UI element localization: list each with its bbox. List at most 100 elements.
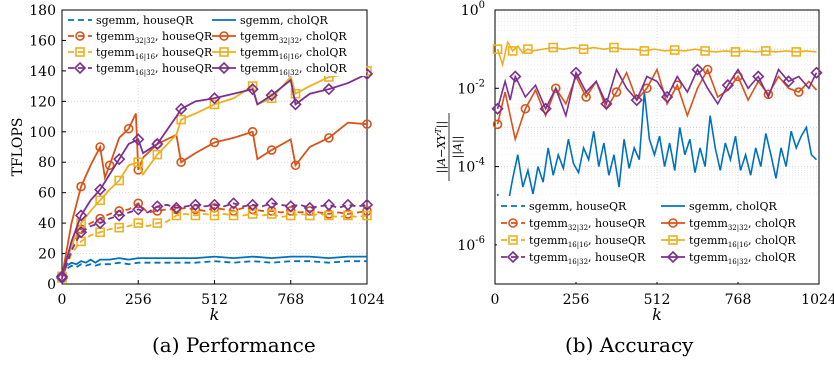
left-series-line [61,202,368,277]
left-data-point [360,198,374,211]
left-data-point [152,218,163,228]
left-x-tick-label: 256 [125,292,152,308]
left-y-tick-label: 160 [29,33,56,49]
left-plot-frame [61,9,368,285]
right-legend-label: tgemm16|16, cholQR [689,234,796,249]
left-y-tick-label: 40 [38,216,56,232]
left-legend-label: tgemm32|32, houseQR [96,30,213,45]
left-data-point [114,222,124,233]
right-data-point [550,83,561,94]
right-data-point [642,83,652,94]
left-data-point [322,83,336,96]
right-legend-marker [668,235,678,245]
right-series-5 [492,40,817,68]
left-data-point [290,88,301,99]
right-series-line [496,91,818,217]
left-data-point [113,153,126,166]
left-data-point [303,201,316,215]
left-legend-marker [219,47,229,57]
right-y-tick-label: 10-2 [457,78,485,97]
left-data-point [74,226,88,239]
caption-accuracy: (b) Accuracy [565,333,694,357]
right-x-tick-label: 768 [725,292,752,308]
right-data-point [539,102,552,115]
left-x-tick-label: 1024 [349,292,385,308]
left-y-tick-label: 180 [29,3,56,19]
left-data-point [289,98,302,111]
right-data-point [669,45,680,55]
right-data-point [600,97,613,110]
left-data-point [209,99,220,110]
left-legend-label: tgemm32|32, cholQR [240,30,347,45]
right-legend-marker [508,235,518,245]
left-series-line [61,213,368,279]
right-data-point [691,63,704,76]
left-legend-marker [219,31,229,41]
left-data-point [228,210,239,221]
left-y-tick-label: 60 [38,186,56,202]
left-y-tick-label: 140 [29,64,56,80]
right-legend-box [497,196,817,282]
left-data-point [95,142,105,152]
right-data-point [700,46,710,56]
left-data-point [209,137,220,148]
right-series-7 [491,63,823,119]
left-data-point [76,181,86,192]
left-series-0 [61,260,367,277]
right-data-point [810,66,823,79]
right-data-point [492,119,503,130]
left-x-axis-label: k [210,305,220,324]
right-data-point [761,46,771,56]
right-plot-frame [494,9,820,285]
left-data-point [133,198,144,209]
left-data-point [133,157,144,168]
left-data-point [123,123,134,134]
right-x-tick-label: 512 [644,292,671,308]
left-data-point [132,203,145,216]
right-legend-marker [508,218,518,228]
right-y-tick-label: 10-6 [457,235,485,254]
right-y-tick-label: 100 [461,0,485,19]
left-data-point [343,210,353,221]
right-data-point [492,44,503,54]
left-y-tick-label: 80 [38,155,56,171]
left-data-point [95,195,105,206]
right-y-label-denominator: ||A|| [451,136,465,159]
right-data-point [491,102,504,115]
right-data-point [752,70,765,83]
right-legend-label: tgemm32|32, houseQR [529,217,646,232]
right-data-point [611,87,622,97]
left-data-point [324,210,334,221]
left-data-point [152,149,163,160]
left-series-4 [57,209,372,283]
left-legend-label: tgemm16|32, houseQR [96,62,213,77]
left-data-point [151,200,164,213]
left-x-tick-label: 0 [58,292,67,308]
left-y-tick-label: 120 [29,94,56,110]
left-data-point [265,89,278,102]
left-series-1 [61,255,367,277]
left-data-point [322,198,336,211]
left-y-tick-label: 20 [38,247,56,263]
left-series-6 [55,197,374,285]
left-data-point [265,197,278,210]
right-legend-label: tgemm16|32, cholQR [689,251,796,266]
left-data-point [171,210,182,221]
left-data-point [305,210,315,221]
right-x-tick-label: 1024 [801,292,834,308]
left-data-point [266,145,277,155]
left-data-point [362,210,372,221]
left-data-point [55,270,69,283]
right-legend-label: tgemm16|16, houseQR [529,234,646,249]
left-y-tick-label: 0 [47,277,56,293]
left-legend [66,12,366,76]
right-data-point [507,46,518,56]
left-data-point [189,198,202,211]
right-legend-label: tgemm16|32, houseQR [529,251,646,266]
left-data-point [208,92,221,105]
right-y-label-numerator: ||A−XYT|| [434,121,449,173]
left-series-line [61,70,368,277]
right-x-tick-label: 256 [563,292,590,308]
left-data-point [227,197,240,210]
